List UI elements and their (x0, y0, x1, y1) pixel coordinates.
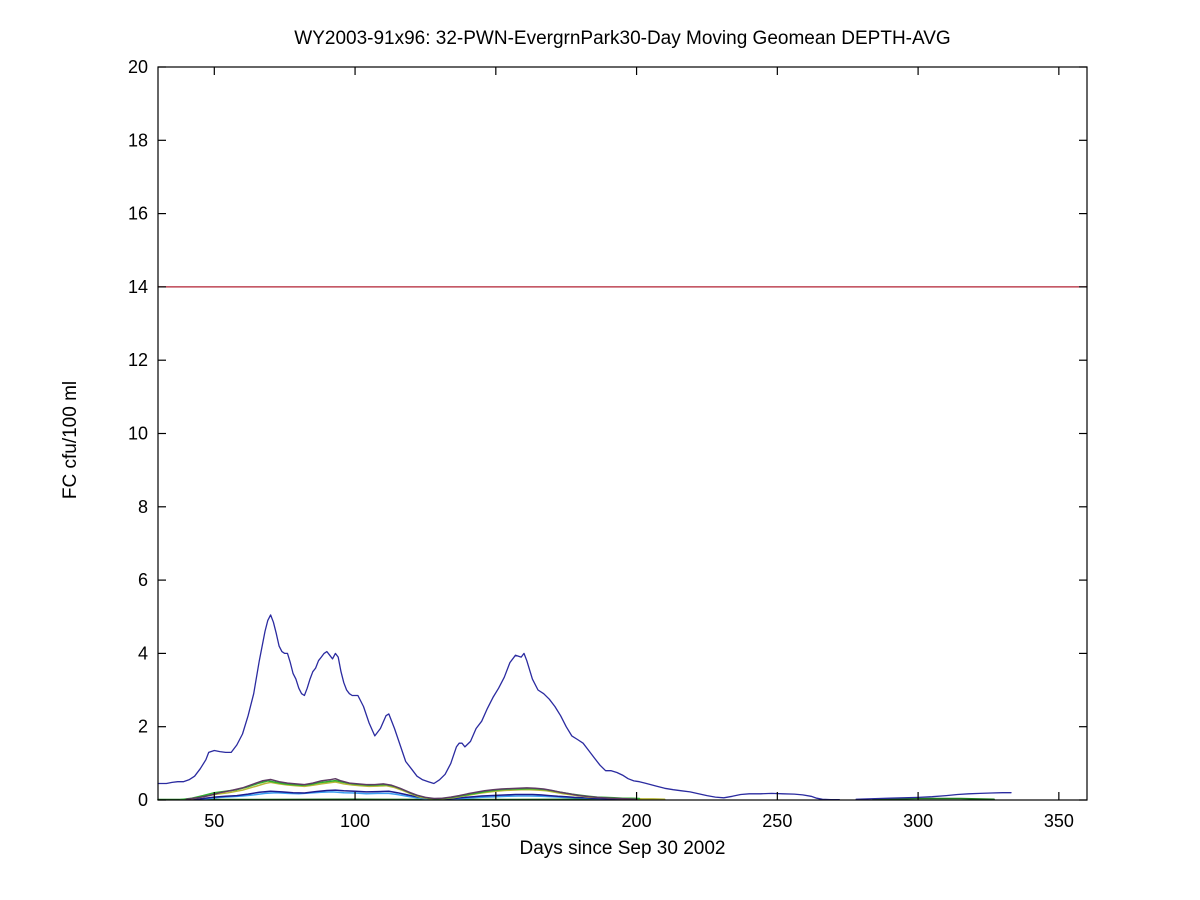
x-tick-label: 250 (762, 811, 792, 831)
y-tick-label: 2 (138, 717, 148, 737)
series-geomean-main-blue-a (157, 614, 840, 801)
y-tick-label: 8 (138, 497, 148, 517)
x-tick-label: 300 (903, 811, 933, 831)
plot-frame (157, 66, 1088, 801)
series-geomean-main-blue-b (855, 792, 1012, 800)
series-cluster-cyan (196, 791, 632, 801)
x-tick-label: 50 (204, 811, 224, 831)
y-tick-label: 10 (128, 424, 148, 444)
y-axis-label-text: FC cfu/100 ml (60, 380, 81, 500)
y-tick-label: 20 (128, 57, 148, 77)
y-tick-label: 4 (138, 643, 148, 663)
y-tick-label: 0 (138, 790, 148, 810)
y-tick-label: 14 (128, 277, 148, 297)
series-cluster-purple (185, 777, 638, 801)
y-tick-label: 6 (138, 570, 148, 590)
x-axis-label: Days since Sep 30 2002 (519, 838, 726, 859)
x-tick-label: 350 (1044, 811, 1074, 831)
y-tick-label: 16 (128, 204, 148, 224)
series-baseline-darkgreen-2 (872, 797, 995, 801)
chart-title: WY2003-91x96: 32-PWN-EvergrnPark30-Day M… (294, 28, 951, 49)
x-tick-label: 100 (340, 811, 370, 831)
y-tick-label: 12 (128, 350, 148, 370)
x-tick-label: 150 (481, 811, 511, 831)
y-tick-label: 18 (128, 130, 148, 150)
x-tick-label: 200 (622, 811, 652, 831)
